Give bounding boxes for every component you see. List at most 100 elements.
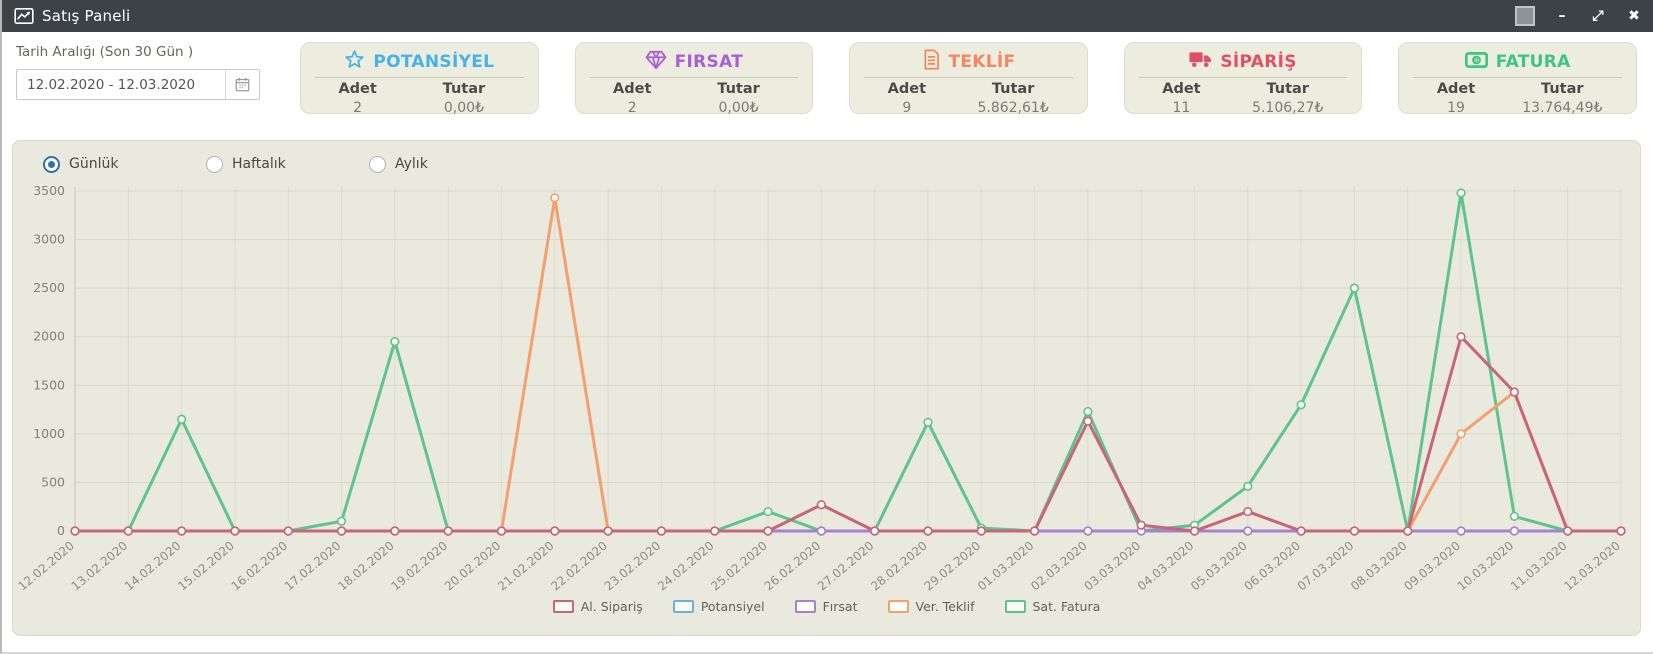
date-range-label: Tarih Aralığı (Son 30 Gün ) — [16, 44, 194, 60]
date-range-input[interactable]: 12.02.2020 - 12.03.2020 — [16, 69, 260, 100]
calendar-icon[interactable] — [225, 70, 259, 99]
date-filter: Tarih Aralığı (Son 30 Gün ) 12.02.2020 -… — [16, 44, 266, 100]
radio-aylik[interactable]: Aylık — [369, 155, 474, 173]
svg-text:29.02.2020: 29.02.2020 — [922, 539, 984, 594]
svg-text:10.03.2020: 10.03.2020 — [1455, 539, 1517, 594]
adet-value: 19 — [1447, 100, 1465, 116]
svg-text:26.02.2020: 26.02.2020 — [762, 539, 824, 594]
line-chart-icon — [14, 8, 34, 24]
truck-icon — [1189, 50, 1212, 74]
tutar-label: Tutar — [717, 81, 760, 97]
legend-swatch — [887, 600, 909, 613]
radio-circle[interactable] — [43, 155, 60, 173]
svg-text:0: 0 — [57, 523, 65, 538]
card-fatura: 0 FATURA Adet Tutar 19 13.764,49₺ — [1398, 42, 1637, 116]
tutar-label: Tutar — [1266, 81, 1309, 97]
svg-text:06.03.2020: 06.03.2020 — [1241, 539, 1303, 594]
svg-text:12.03.2020: 12.03.2020 — [1561, 539, 1623, 594]
adet-label: Adet — [887, 81, 927, 97]
card-title: TEKLİF — [948, 52, 1016, 72]
legend-swatch — [794, 600, 816, 613]
adet-label: Adet — [613, 81, 652, 97]
card-siparis: SİPARİŞ Adet Tutar 11 5.106,27₺ — [1123, 42, 1363, 116]
svg-text:3000: 3000 — [33, 232, 65, 247]
svg-text:08.03.2020: 08.03.2020 — [1348, 539, 1410, 594]
card-title: FATURA — [1495, 52, 1571, 72]
tutar-value: 5.106,27₺ — [1252, 100, 1324, 116]
tutar-value: 13.764,49₺ — [1522, 100, 1603, 116]
svg-text:3500: 3500 — [33, 183, 65, 198]
period-radio-group: Günlük Haftalık Aylık — [13, 151, 1640, 177]
card-title: SİPARİŞ — [1220, 52, 1297, 72]
divider — [589, 77, 799, 78]
tutar-label: Tutar — [991, 81, 1035, 97]
legend-ver-teklif[interactable]: Ver. Teklif — [887, 599, 975, 614]
fullscreen-icon[interactable]: ⤢ — [1592, 8, 1604, 24]
chart-legend: Al. Sipariş Potansiyel Fırsat Ver. Tekli… — [13, 599, 1640, 614]
radio-gunluk[interactable]: Günlük — [43, 155, 148, 173]
svg-text:14.02.2020: 14.02.2020 — [122, 539, 184, 594]
tutar-label: Tutar — [442, 81, 486, 97]
svg-text:16.02.2020: 16.02.2020 — [229, 539, 291, 594]
svg-text:05.03.2020: 05.03.2020 — [1188, 539, 1250, 594]
svg-text:12.02.2020: 12.02.2020 — [15, 539, 77, 594]
date-range-value: 12.02.2020 - 12.03.2020 — [27, 76, 196, 93]
adet-label: Adet — [1162, 81, 1201, 97]
svg-text:13.02.2020: 13.02.2020 — [69, 539, 131, 594]
svg-text:07.03.2020: 07.03.2020 — [1295, 539, 1357, 594]
divider — [315, 77, 524, 78]
svg-text:0: 0 — [1474, 55, 1479, 64]
card-potansiyel: POTANSİYEL Adet Tutar 2 0,00₺ — [300, 42, 539, 116]
close-icon[interactable]: ✖ — [1628, 8, 1640, 24]
svg-text:28.02.2020: 28.02.2020 — [868, 539, 930, 594]
minimize-icon[interactable]: – — [1558, 8, 1566, 24]
svg-text:02.03.2020: 02.03.2020 — [1028, 539, 1090, 594]
tutar-label: Tutar — [1541, 81, 1584, 97]
svg-text:01.03.2020: 01.03.2020 — [975, 539, 1037, 594]
sales-line-chart: 0 500 1000 1500 2000 2500 3000 3500 12.02.202013… — [15, 183, 1626, 594]
svg-text:15.02.2020: 15.02.2020 — [175, 539, 237, 594]
document-icon — [922, 49, 941, 75]
svg-text:23.02.2020: 23.02.2020 — [602, 539, 664, 594]
window-controls: – ⤢ ✖ — [1515, 6, 1643, 26]
diamond-icon — [645, 50, 667, 75]
card-title: POTANSİYEL — [373, 52, 495, 72]
svg-text:24.02.2020: 24.02.2020 — [655, 539, 717, 594]
svg-text:1000: 1000 — [33, 426, 65, 441]
page-title: Satış Paneli — [42, 7, 131, 25]
tutar-value: 0,00₺ — [718, 100, 759, 116]
svg-text:17.02.2020: 17.02.2020 — [282, 539, 344, 594]
radio-haftalik[interactable]: Haftalık — [206, 155, 311, 173]
svg-text:09.03.2020: 09.03.2020 — [1401, 539, 1463, 594]
adet-value: 2 — [627, 100, 637, 116]
adet-value: 11 — [1172, 100, 1191, 116]
adet-label: Adet — [338, 81, 377, 97]
tutar-value: 5.862,61₺ — [977, 100, 1049, 116]
svg-text:25.02.2020: 25.02.2020 — [708, 539, 770, 594]
divider — [864, 77, 1073, 78]
tutar-value: 0,00₺ — [443, 100, 484, 116]
banknote-icon: 0 — [1464, 51, 1488, 74]
theme-box-icon[interactable] — [1515, 6, 1535, 26]
legend-firsat[interactable]: Fırsat — [794, 599, 858, 614]
divider — [1413, 77, 1622, 78]
card-firsat: FIRSAT Adet Tutar 2 0,00₺ — [574, 42, 814, 116]
svg-text:2500: 2500 — [33, 280, 65, 295]
radio-circle[interactable] — [206, 155, 223, 173]
chart-panel: Günlük Haftalık Aylık 0 500 1000 1500 2000 25… — [12, 140, 1641, 636]
card-teklif: TEKLİF Adet Tutar 9 5.862,61₺ — [849, 42, 1088, 116]
stat-cards: POTANSİYEL Adet Tutar 2 0,00₺ FIRSAT — [300, 42, 1641, 116]
toolbar: Tarih Aralığı (Son 30 Gün ) 12.02.2020 -… — [12, 42, 1641, 116]
svg-text:21.02.2020: 21.02.2020 — [495, 539, 557, 594]
svg-text:22.02.2020: 22.02.2020 — [548, 539, 610, 594]
legend-al-siparis[interactable]: Al. Sipariş — [552, 599, 643, 614]
titlebar: Satış Paneli – ⤢ ✖ — [2, 0, 1653, 32]
svg-text:2000: 2000 — [33, 329, 65, 344]
card-title: FIRSAT — [674, 52, 744, 72]
legend-swatch — [552, 600, 574, 613]
radio-circle[interactable] — [369, 155, 386, 173]
legend-potansiyel[interactable]: Potansiyel — [672, 599, 765, 614]
legend-sat-fatura[interactable]: Sat. Fatura — [1004, 599, 1100, 614]
content-area: Tarih Aralığı (Son 30 Gün ) 12.02.2020 -… — [2, 32, 1653, 636]
svg-text:1500: 1500 — [33, 377, 65, 392]
